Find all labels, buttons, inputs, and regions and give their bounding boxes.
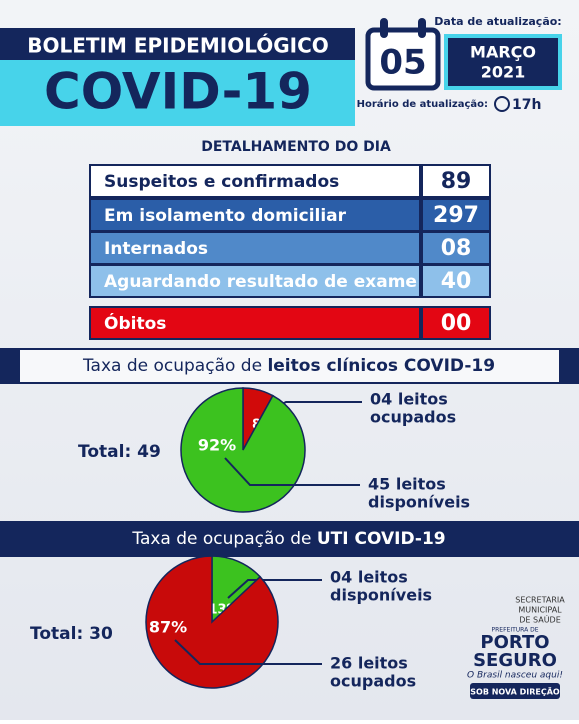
department: SECRETARIA <box>515 596 565 605</box>
callout-text: 04 leitos <box>370 390 448 409</box>
row-bg <box>89 164 421 198</box>
department: MUNICIPAL <box>518 606 562 615</box>
value-cell <box>421 264 491 298</box>
value-cell <box>421 231 491 265</box>
callout-text: ocupados <box>330 672 416 691</box>
slice-label: 87% <box>149 618 187 637</box>
month: MARÇO <box>470 43 536 62</box>
row-bg <box>89 264 421 298</box>
callout-line <box>227 579 322 599</box>
title-prefix: Taxa de ocupação de <box>82 356 262 376</box>
covid-box <box>0 60 355 126</box>
row-value: 08 <box>441 236 472 261</box>
callout-text: 45 leitos <box>368 475 446 494</box>
row-value: 89 <box>441 169 472 194</box>
title-bold: leitos clínicos COVID-19 <box>267 356 495 376</box>
callout-line <box>224 457 360 486</box>
city: SEGURO <box>473 650 557 671</box>
city: PORTO <box>480 632 549 653</box>
total: Total: 30 <box>30 624 113 644</box>
day: 05 <box>379 43 426 83</box>
year: 2021 <box>481 63 526 82</box>
title-bold: UTI COVID-19 <box>317 529 446 549</box>
row-label: Aguardando resultado de exame <box>104 272 417 292</box>
value-cell <box>421 164 491 198</box>
row-label: Em isolamento domiciliar <box>104 206 347 226</box>
callout-text: disponíveis <box>330 586 432 605</box>
table-title: DETALHAMENTO DO DIA <box>201 139 391 155</box>
pie-slice <box>145 555 279 689</box>
section-title: Taxa de ocupação de UTI COVID-19 <box>131 529 445 549</box>
clock-icon <box>494 96 510 112</box>
row-bg <box>89 198 421 232</box>
badge-bg <box>470 683 560 699</box>
row-value: 40 <box>441 269 472 294</box>
row-bg <box>89 306 421 340</box>
row-bg <box>89 231 421 265</box>
value-cell <box>421 306 491 340</box>
calendar <box>365 27 441 91</box>
total: Total: 49 <box>78 442 161 462</box>
calendar-ring <box>380 18 388 38</box>
callout-text: 26 leitos <box>330 654 408 673</box>
title: BOLETIM EPIDEMIOLÓGICO <box>27 34 329 58</box>
callout-text: 04 leitos <box>330 568 408 587</box>
row-label: Internados <box>104 239 208 259</box>
badge: SOB NOVA DIREÇÃO <box>470 687 560 697</box>
section-band <box>0 521 579 557</box>
section-title: Taxa de ocupação de leitos clínicos COVI… <box>82 356 495 376</box>
time: 17h <box>512 97 541 113</box>
time-label: Horário de atualização: <box>357 98 488 110</box>
row-label: Óbitos <box>104 312 166 334</box>
row-value: 297 <box>433 203 479 228</box>
calendar-ring <box>418 18 426 38</box>
slice-label: 92% <box>198 436 236 455</box>
callout-text: disponíveis <box>368 493 470 512</box>
date-label: Data de atualização: <box>434 15 561 28</box>
slogan: O Brasil nasceu aqui! <box>467 671 563 681</box>
pie-slice <box>180 387 306 513</box>
row-value: 00 <box>441 311 472 336</box>
callout-text: ocupados <box>370 408 456 427</box>
title-band <box>0 28 355 64</box>
title-prefix: Taxa de ocupação de <box>131 529 311 549</box>
department: DE SAÚDE <box>519 614 561 625</box>
callout-line <box>174 639 322 665</box>
section-band-inner <box>20 350 559 382</box>
value-cell <box>421 198 491 232</box>
subtitle: COVID-19 <box>44 63 312 121</box>
prefeitura: PREFEITURA DE <box>492 627 539 634</box>
month-box <box>444 34 562 90</box>
row-label: Suspeitos e confirmados <box>104 172 339 192</box>
